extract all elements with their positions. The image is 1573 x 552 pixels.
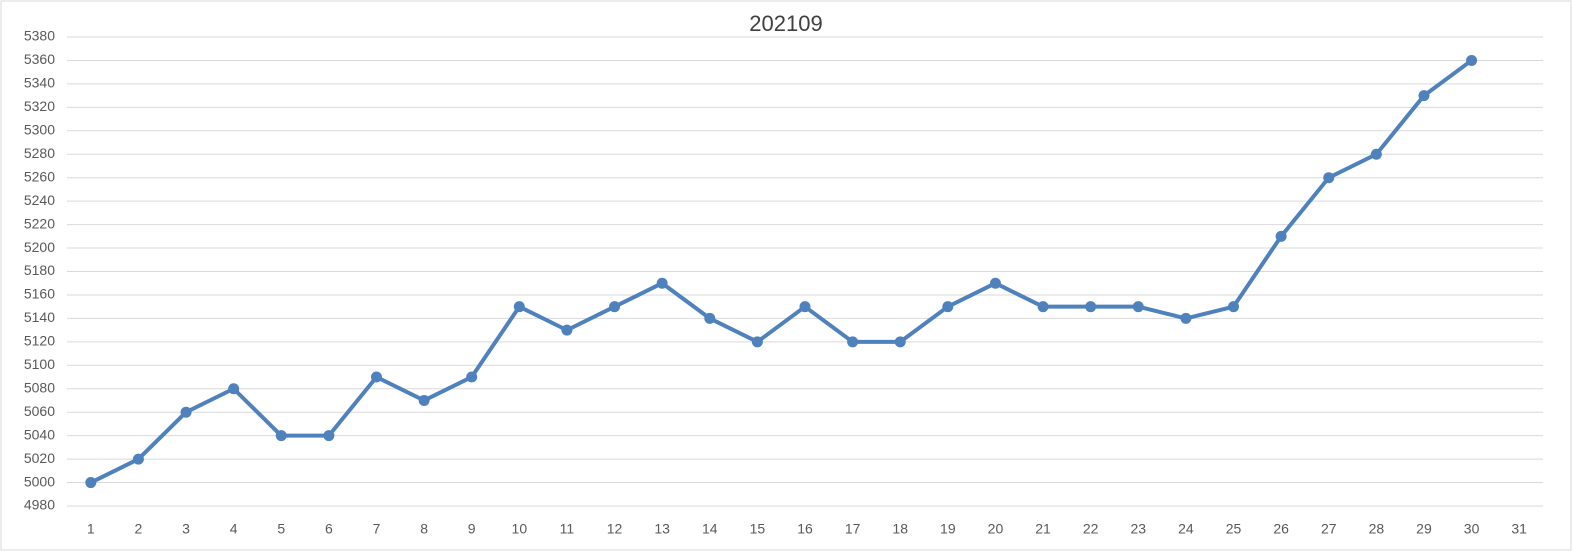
x-tick-label: 27 [1321, 521, 1337, 537]
point [180, 406, 192, 418]
point [847, 336, 859, 348]
point [609, 301, 621, 313]
y-tick-label: 5340 [24, 75, 55, 91]
y-tick-label: 5200 [24, 239, 55, 255]
x-tick-label: 12 [607, 521, 623, 537]
x-tick-label: 11 [560, 521, 575, 537]
point [1323, 172, 1335, 184]
y-tick-label: 5220 [24, 215, 55, 231]
x-tick-label: 28 [1369, 521, 1385, 537]
y-tick-label: 5120 [24, 333, 55, 349]
point [656, 277, 668, 289]
y-tick-label: 5100 [24, 356, 55, 372]
point [85, 477, 97, 489]
x-tick-label: 15 [750, 521, 766, 537]
point [894, 336, 906, 348]
x-tick-label: 17 [845, 521, 861, 537]
x-tick-label: 26 [1273, 521, 1289, 537]
x-tick-label: 24 [1178, 521, 1194, 537]
point [799, 301, 811, 313]
x-tick-label: 21 [1035, 521, 1051, 537]
y-tick-label: 5260 [24, 168, 55, 184]
point [561, 324, 573, 336]
x-tick-label: 5 [277, 521, 285, 537]
line [89, 58, 1473, 485]
point [942, 301, 954, 313]
x-tick-label: 23 [1131, 521, 1147, 537]
y-tick-label: 5060 [24, 403, 55, 419]
y-tick-label: 4980 [24, 497, 55, 513]
x-tick-label: 6 [325, 521, 333, 537]
y-tick-label: 5040 [24, 426, 55, 442]
x-tick-label: 10 [512, 521, 528, 537]
y-tick-label: 5160 [24, 286, 55, 302]
point [323, 430, 335, 442]
y-tick-label: 5240 [24, 192, 55, 208]
x-tick-label: 2 [135, 521, 143, 537]
point [132, 453, 144, 465]
x-tick-label: 4 [230, 521, 238, 537]
x-tick-label: 18 [892, 521, 908, 537]
point [989, 277, 1001, 289]
point [1037, 301, 1049, 313]
x-tick-label: 19 [940, 521, 956, 537]
y-tick-label: 5300 [24, 122, 55, 138]
x-tick-label: 29 [1416, 521, 1432, 537]
y-tick-label: 5320 [24, 98, 55, 114]
x-tick-label: 20 [988, 521, 1004, 537]
y-tick-label: 5380 [24, 28, 55, 44]
x-tick-label: 14 [702, 521, 718, 537]
x-tick-label: 13 [654, 521, 670, 537]
y-tick-label: 5280 [24, 145, 55, 161]
point [1418, 90, 1430, 102]
x-tick-label: 30 [1464, 521, 1480, 537]
x-tick-label: 8 [420, 521, 428, 537]
point [418, 394, 430, 406]
point [228, 383, 240, 395]
x-tick-label: 1 [87, 521, 95, 537]
y-tick-label: 5180 [24, 262, 55, 278]
chart-title: 202109 [749, 11, 822, 36]
point [751, 336, 763, 348]
y-tick-label: 5080 [24, 379, 55, 395]
point [1180, 312, 1192, 324]
point [466, 371, 478, 383]
x-tick-label: 25 [1226, 521, 1242, 537]
y-tick-label: 5360 [24, 51, 55, 67]
point [370, 371, 382, 383]
x-tick-label: 9 [468, 521, 476, 537]
y-tick-label: 5020 [24, 450, 55, 466]
point [1275, 230, 1287, 242]
x-tick-label: 3 [182, 521, 190, 537]
point [1466, 54, 1478, 66]
point [513, 301, 525, 313]
y-tick-label: 5000 [24, 473, 55, 489]
x-tick-label: 16 [797, 521, 813, 537]
x-tick-label: 31 [1511, 521, 1527, 537]
point [704, 312, 716, 324]
point [1085, 301, 1097, 313]
point [1132, 301, 1144, 313]
point [1370, 148, 1382, 160]
y-tick-label: 5140 [24, 309, 55, 325]
x-tick-label: 22 [1083, 521, 1099, 537]
point [1228, 301, 1240, 313]
x-tick-label: 7 [373, 521, 381, 537]
point [275, 430, 287, 442]
